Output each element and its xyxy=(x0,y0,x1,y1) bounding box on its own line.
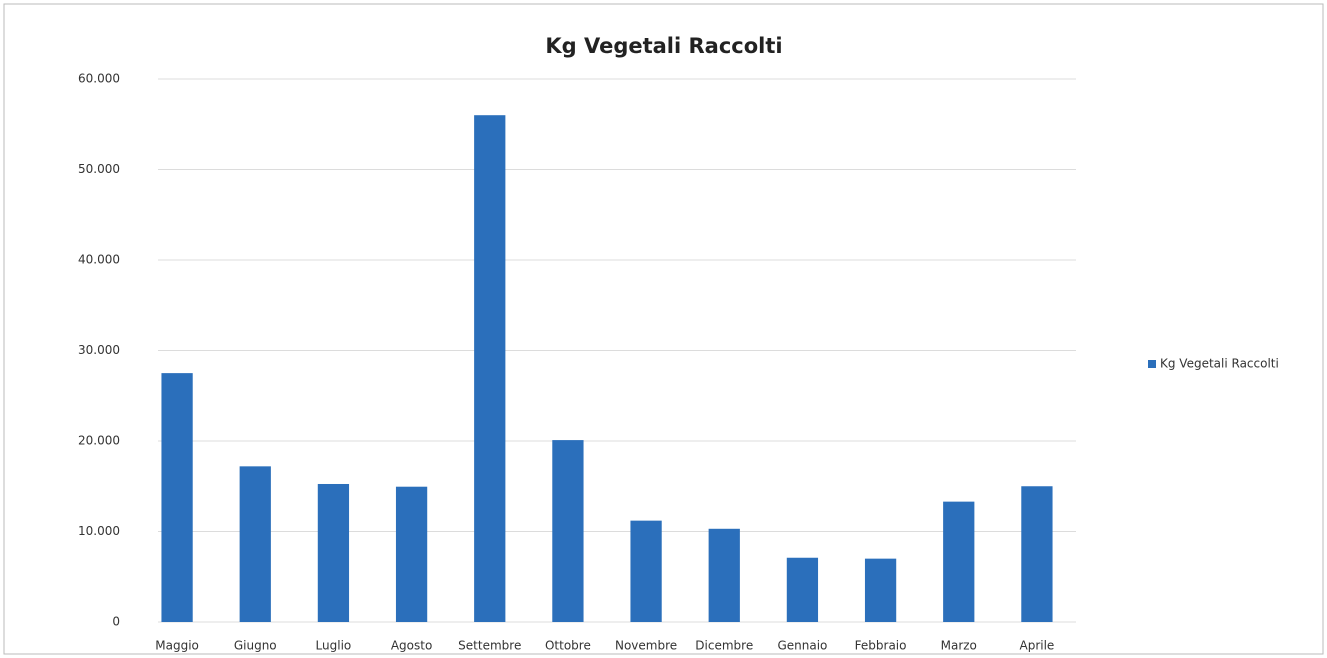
x-tick-label: Maggio xyxy=(155,639,199,653)
bar xyxy=(786,557,819,622)
y-tick-label: 0 xyxy=(112,615,120,629)
x-tick-label: Aprile xyxy=(1020,639,1055,653)
x-tick-label: Gennaio xyxy=(777,639,827,653)
chart-frame xyxy=(3,3,1324,655)
y-tick-label: 60.000 xyxy=(78,72,120,86)
x-tick-label: Luglio xyxy=(316,639,352,653)
chart-title: Kg Vegetali Raccolti xyxy=(545,34,782,58)
x-tick-label: Settembre xyxy=(458,639,521,653)
bar xyxy=(864,558,897,622)
legend-label: Kg Vegetali Raccolti xyxy=(1160,357,1279,371)
bar xyxy=(1021,486,1053,622)
bar xyxy=(943,501,975,622)
bar xyxy=(474,115,506,622)
x-tick-label: Febbraio xyxy=(855,639,907,653)
x-tick-label: Dicembre xyxy=(695,639,753,653)
x-tick-label: Novembre xyxy=(615,639,677,653)
x-tick-label: Giugno xyxy=(234,639,277,653)
x-tick-label: Ottobre xyxy=(545,639,591,653)
bar xyxy=(161,373,193,622)
bar xyxy=(395,486,428,622)
legend-swatch xyxy=(1148,360,1156,368)
y-tick-label: 40.000 xyxy=(78,253,120,267)
bar xyxy=(630,520,662,622)
bar xyxy=(317,483,350,622)
y-tick-label: 30.000 xyxy=(78,343,120,357)
y-tick-label: 10.000 xyxy=(78,524,120,538)
bar xyxy=(708,528,740,622)
y-tick-label: 50.000 xyxy=(78,162,120,176)
x-tick-label: Agosto xyxy=(391,639,432,653)
y-tick-label: 20.000 xyxy=(78,434,120,448)
bar xyxy=(239,466,271,622)
bar xyxy=(552,440,584,622)
x-tick-label: Marzo xyxy=(941,639,977,653)
